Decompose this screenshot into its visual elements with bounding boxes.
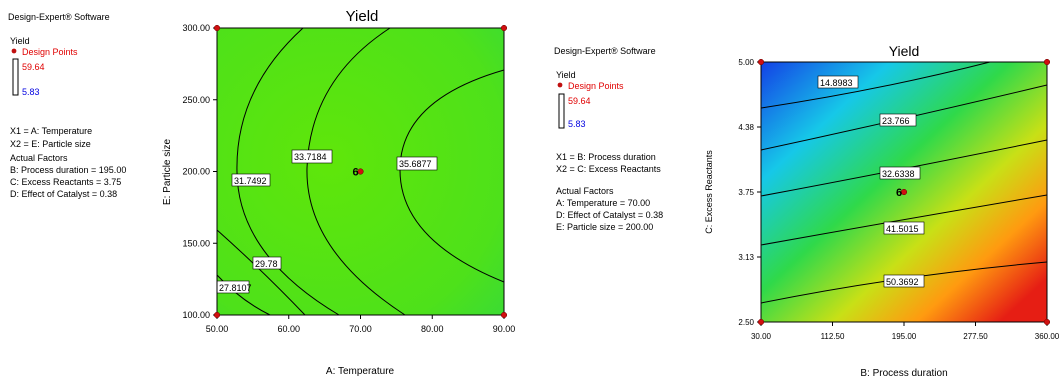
y-tick-label: 3.13: [738, 253, 754, 262]
scale-low-value: 5.83: [22, 87, 40, 97]
response-label: Yield: [556, 70, 576, 80]
contour-label: 41.5015: [886, 224, 919, 234]
design-point: [758, 59, 764, 65]
y-tick-label: 200.00: [182, 167, 210, 177]
design-point: [501, 312, 507, 318]
software-label: Design-Expert® Software: [554, 46, 656, 56]
actual-factors-title: Actual Factors: [556, 186, 614, 196]
actual-factor-3: E: Particle size = 200.00: [556, 222, 653, 232]
response-label: Yield: [10, 36, 30, 46]
actual-factor-1: A: Temperature = 70.00: [556, 198, 650, 208]
design-point: [214, 25, 220, 31]
design-point: [758, 319, 764, 325]
contour-label: 32.6338: [882, 169, 915, 179]
x2-definition: X2 = C: Excess Reactants: [556, 164, 661, 174]
legend-right: Design-Expert® Software Yield Design Poi…: [554, 46, 663, 232]
legend-left: Design-Expert® Software Yield Design Poi…: [8, 12, 126, 199]
x2-definition: X2 = E: Particle size: [10, 139, 91, 149]
design-point-label: 6: [353, 167, 359, 179]
actual-factors-title: Actual Factors: [10, 153, 68, 163]
chart-right-title: Yield: [889, 43, 920, 59]
scale-high-value: 59.64: [568, 96, 591, 106]
chart-left-title: Yield: [346, 8, 379, 25]
contour-label: 14.8983: [820, 78, 853, 88]
x-tick-label: 112.50: [821, 332, 845, 341]
design-point: [1044, 319, 1050, 325]
x-tick-label: 360.00: [1035, 332, 1060, 341]
actual-factor-2: C: Excess Reactants = 3.75: [10, 177, 121, 187]
contour-label: 50.3692: [886, 277, 919, 287]
actual-factor-3: D: Effect of Catalyst = 0.38: [10, 189, 117, 199]
x1-definition: X1 = A: Temperature: [10, 126, 92, 136]
x-axis-label-right: B: Process duration: [860, 368, 947, 379]
y-tick-label: 100.00: [182, 310, 210, 320]
design-point: [1044, 59, 1050, 65]
y-tick-label: 250.00: [182, 95, 210, 105]
design-point-marker-icon: [558, 83, 563, 88]
software-label: Design-Expert® Software: [8, 12, 110, 22]
x-tick-label: 80.00: [421, 324, 444, 334]
contour-label: 23.766: [882, 116, 910, 126]
y-tick-label: 3.75: [738, 188, 754, 197]
x-tick-label: 90.00: [493, 324, 516, 334]
design-point: [501, 25, 507, 31]
contour-label: 29.78: [255, 259, 278, 269]
actual-factor-1: B: Process duration = 195.00: [10, 165, 126, 175]
y-tick-label: 2.50: [738, 318, 754, 327]
contour-label: 31.7492: [234, 176, 267, 186]
scale-high-value: 59.64: [22, 62, 45, 72]
color-scale-bar: [559, 94, 564, 128]
y-tick-label: 300.00: [182, 23, 210, 33]
chart-right: Yield 14.8983 23.766 32.6338 41.5015 50.…: [704, 43, 1060, 379]
design-points-label: Design Points: [22, 47, 78, 57]
x1-definition: X1 = B: Process duration: [556, 152, 656, 162]
design-point-marker-icon: [12, 49, 17, 54]
x-tick-label: 50.00: [206, 324, 229, 334]
design-point: [214, 312, 220, 318]
y-tick-label: 150.00: [182, 238, 210, 248]
design-point-label: 6: [896, 187, 902, 199]
x-tick-label: 277.50: [963, 332, 988, 341]
y-axis-label-right: C: Excess Reactants: [704, 150, 714, 234]
chart-left: Yield 27.8107 29.78 31.7492 33.7184 35.6…: [162, 8, 515, 377]
x-axis-label-left: A: Temperature: [326, 366, 395, 377]
contour-label: 33.7184: [294, 152, 327, 162]
x-tick-label: 70.00: [349, 324, 372, 334]
contour-label: 35.6877: [399, 159, 432, 169]
y-tick-label: 4.38: [738, 123, 754, 132]
actual-factor-2: D: Effect of Catalyst = 0.38: [556, 210, 663, 220]
color-scale-bar: [13, 59, 18, 95]
y-tick-label: 5.00: [738, 58, 754, 67]
x-tick-label: 30.00: [751, 332, 772, 341]
scale-low-value: 5.83: [568, 119, 586, 129]
design-points-label: Design Points: [568, 81, 624, 91]
y-axis-label-left: E: Particle size: [162, 138, 173, 205]
x-tick-label: 195.00: [892, 332, 917, 341]
x-tick-label: 60.00: [277, 324, 300, 334]
contour-label: 27.8107: [219, 283, 252, 293]
